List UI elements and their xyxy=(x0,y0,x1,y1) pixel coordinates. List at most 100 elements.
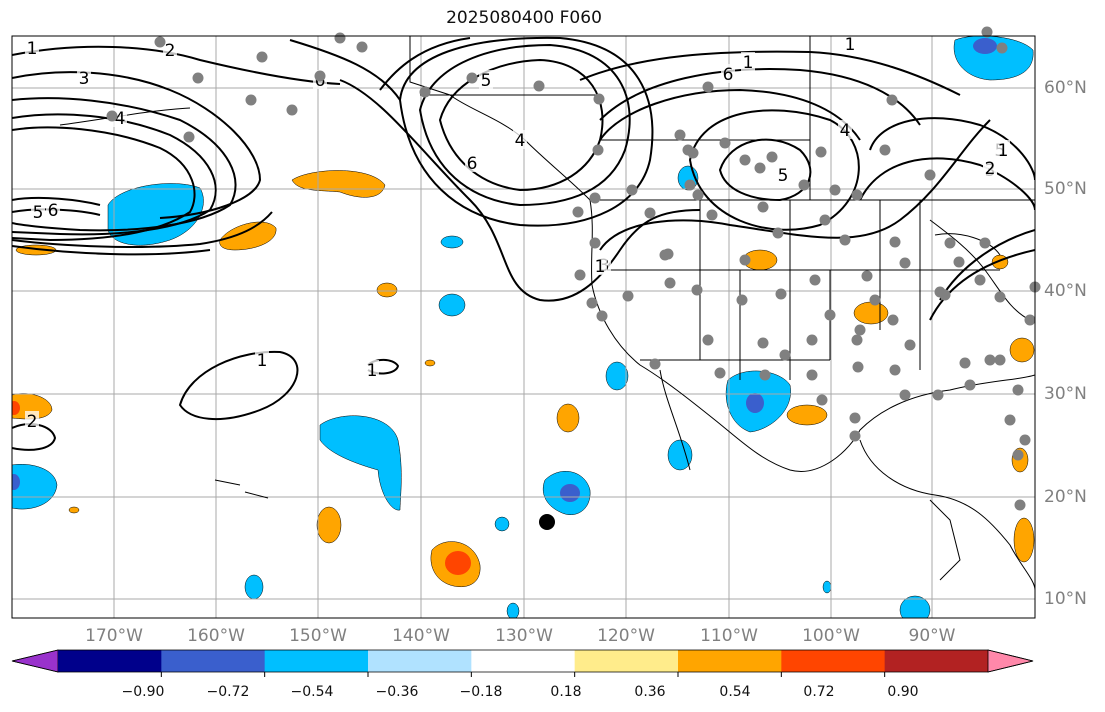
station-marker xyxy=(1024,314,1036,326)
contour-label: 6 xyxy=(467,154,478,174)
station-marker xyxy=(183,131,195,143)
station-marker xyxy=(245,94,257,106)
station-marker xyxy=(959,357,971,369)
station-marker xyxy=(592,144,604,156)
station-marker xyxy=(664,277,676,289)
positive-anomaly xyxy=(68,506,80,514)
shaded-field xyxy=(12,36,1035,618)
contour-label-bg xyxy=(741,52,755,71)
station-marker xyxy=(192,72,204,84)
contour-label-bg xyxy=(163,40,177,59)
contour-label-bg xyxy=(996,140,1010,159)
contour-label: 1 xyxy=(845,35,856,55)
lon-label: 90°W xyxy=(908,626,956,646)
station-marker xyxy=(757,337,769,349)
colorbar-tick: −0.90 xyxy=(121,684,165,700)
station-marker xyxy=(286,104,298,116)
contour-label: 6 xyxy=(48,201,59,221)
station-marker xyxy=(806,334,818,346)
station-marker xyxy=(889,364,901,376)
station-marker xyxy=(815,146,827,158)
colorbar-segment xyxy=(264,650,369,672)
station-marker xyxy=(574,269,586,281)
positive-core xyxy=(12,401,20,415)
negative-anomaly xyxy=(244,574,264,600)
lon-label: 100°W xyxy=(802,626,860,646)
station-marker xyxy=(981,26,993,38)
map-title: 2025080400 F060 xyxy=(446,8,602,28)
station-marker xyxy=(974,274,986,286)
contour-label: 3 xyxy=(79,69,90,89)
station-marker xyxy=(533,80,545,92)
colorbar-tick: −0.18 xyxy=(459,684,503,700)
station-marker xyxy=(816,394,828,406)
station-marker xyxy=(849,430,861,442)
station-marker xyxy=(819,214,831,226)
lat-label: 40°N xyxy=(1044,281,1087,301)
station-marker xyxy=(996,42,1008,54)
station-marker xyxy=(887,314,899,326)
station-marker xyxy=(739,154,751,166)
station-marker xyxy=(1012,449,1024,461)
station-marker xyxy=(1014,499,1026,511)
contour-label-bg xyxy=(465,153,479,172)
negative-anomaly xyxy=(605,361,629,391)
station-marker xyxy=(798,179,810,191)
positive-anomaly xyxy=(1009,337,1035,363)
station-marker xyxy=(854,324,866,336)
colorbar-tick: 0.90 xyxy=(887,684,919,700)
colorbar-segment xyxy=(58,650,162,672)
lat-label: 50°N xyxy=(1044,179,1087,199)
storm-center-marker xyxy=(539,514,555,530)
contour-label: 2 xyxy=(165,41,176,61)
station-marker xyxy=(714,367,726,379)
station-marker xyxy=(596,310,608,322)
station-marker xyxy=(466,72,478,84)
contour-label-bg xyxy=(46,200,60,219)
station-marker xyxy=(886,94,898,106)
station-marker xyxy=(754,162,766,174)
contour-label: 2 xyxy=(27,412,38,432)
station-marker xyxy=(779,349,791,361)
negative-core xyxy=(746,393,764,413)
lat-label: 30°N xyxy=(1044,384,1087,404)
station-marker xyxy=(1012,384,1024,396)
station-marker xyxy=(622,290,634,302)
colorbar-segment xyxy=(471,650,576,672)
lon-label: 120°W xyxy=(597,626,655,646)
station-marker xyxy=(719,137,731,149)
contour-label-bg xyxy=(983,158,997,177)
station-marker xyxy=(586,297,598,309)
negative-core xyxy=(12,474,20,490)
contour-label: 5 xyxy=(33,203,44,223)
positive-anomaly xyxy=(291,170,386,198)
station-marker xyxy=(589,192,601,204)
station-marker xyxy=(1004,414,1016,426)
colorbar-low-extend xyxy=(11,649,59,673)
contour-label-bg xyxy=(593,256,607,275)
station-marker xyxy=(953,256,965,268)
contour-label: 1 xyxy=(743,53,754,73)
contour-label: 5 xyxy=(481,71,492,91)
colorbar xyxy=(11,649,1034,677)
colorbar-outline xyxy=(11,649,1034,673)
station-marker xyxy=(879,144,891,156)
colorbar-high-extend xyxy=(987,649,1034,673)
station-marker xyxy=(904,339,916,351)
colorbar-segment xyxy=(884,650,989,672)
station-marker xyxy=(702,81,714,93)
station-marker xyxy=(964,379,976,391)
station-marker xyxy=(626,184,638,196)
station-marker xyxy=(984,354,996,366)
positive-anomaly xyxy=(376,282,398,298)
colorbar-segment xyxy=(781,650,886,672)
contour-label: 4 xyxy=(515,131,526,151)
station-marker xyxy=(994,291,1006,303)
station-marker xyxy=(702,334,714,346)
positive-anomaly xyxy=(786,404,828,426)
lon-label: 160°W xyxy=(187,626,245,646)
station-marker xyxy=(806,369,818,381)
station-marker xyxy=(687,147,699,159)
contour-label-bg xyxy=(255,350,269,369)
